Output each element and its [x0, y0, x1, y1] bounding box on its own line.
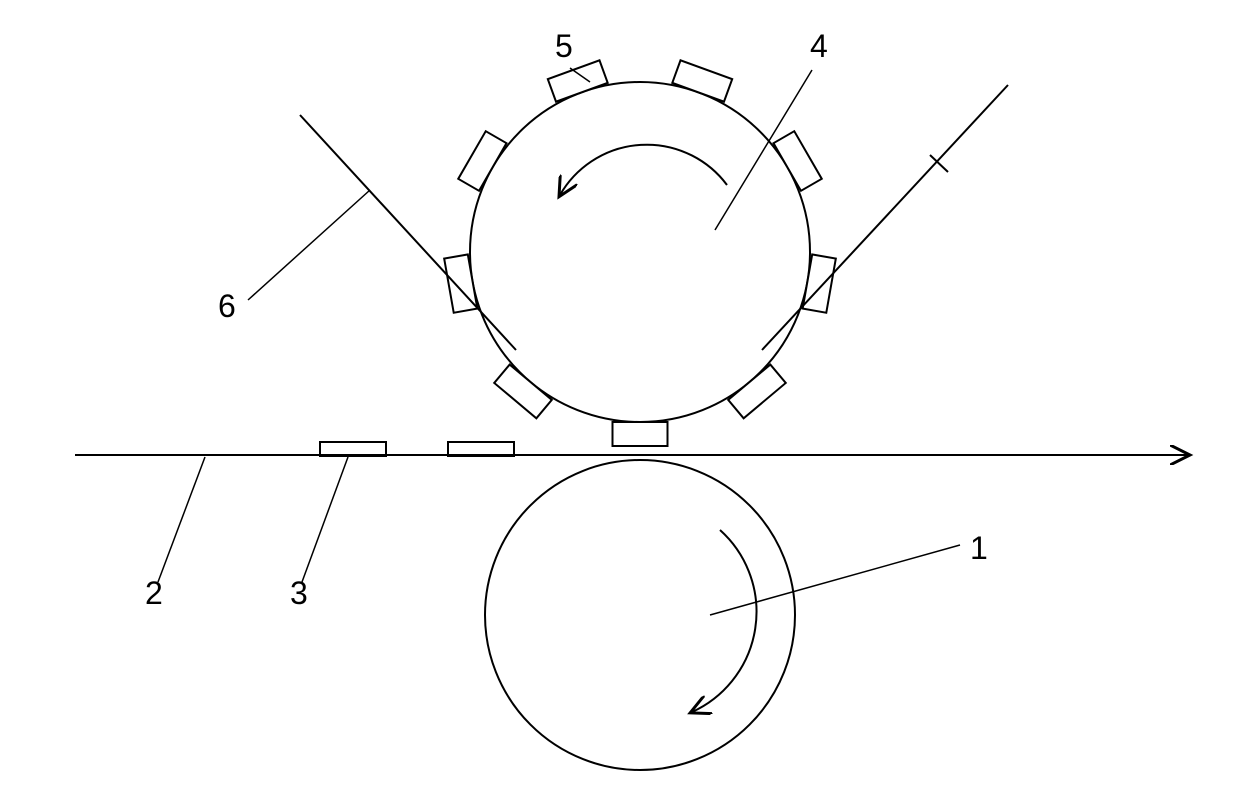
label-5: 5 [555, 28, 573, 65]
diagram-svg [0, 0, 1240, 796]
leader-6 [248, 190, 370, 300]
leader-3 [302, 457, 348, 582]
label-6: 6 [218, 288, 236, 325]
cog [672, 60, 732, 101]
technical-diagram: 1 2 3 4 5 6 [0, 0, 1240, 796]
label-2: 2 [145, 575, 163, 612]
leader-1 [710, 545, 960, 615]
part-on-line-2 [448, 442, 514, 456]
cog [773, 131, 821, 191]
upper-rotation-arrow [560, 145, 727, 195]
label-3: 3 [290, 575, 308, 612]
part-on-line-1 [320, 442, 386, 456]
guide-right-tick [930, 155, 948, 172]
cog [728, 365, 786, 419]
label-1: 1 [970, 530, 988, 567]
cog [458, 131, 506, 191]
cog [494, 365, 552, 419]
upper-roller [470, 82, 810, 422]
lower-roller [485, 460, 795, 770]
guide-line-right [762, 85, 1008, 350]
label-4: 4 [810, 28, 828, 65]
cog [613, 422, 668, 446]
cog [548, 60, 608, 101]
cogs-group [444, 60, 836, 446]
leader-2 [158, 457, 205, 582]
cog [803, 254, 836, 312]
lower-rotation-arrow [692, 530, 757, 712]
